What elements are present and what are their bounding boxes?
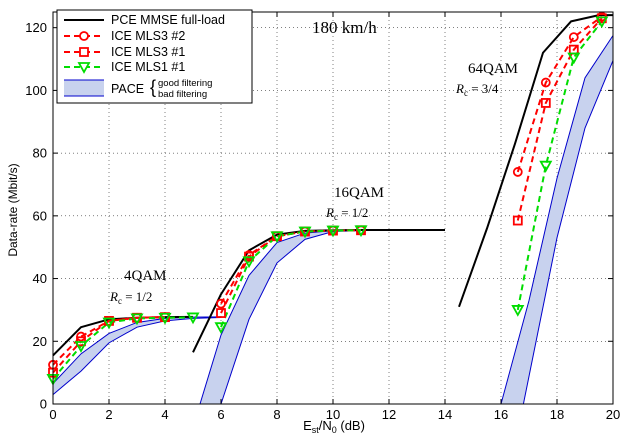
marker-ice1_1	[74, 341, 88, 353]
y-tick-label: 120	[25, 20, 47, 35]
marker-ice1_1	[242, 256, 256, 269]
x-tick-label: 2	[105, 407, 112, 422]
pace-band-area	[200, 230, 361, 404]
rc64-label: Rc = 3/4	[455, 81, 499, 98]
rc4-value: = 1/2	[122, 289, 152, 304]
marker-ice1_1	[354, 225, 368, 238]
marker-ice3_1	[216, 308, 226, 318]
rc4-sub: c	[118, 296, 122, 306]
y-tick-label: 100	[25, 83, 47, 98]
legend-label-pace-good: good filtering	[158, 78, 212, 89]
legend-label-ice3-1: ICE MLS3 #1	[111, 45, 185, 59]
axis-ticks: 0 2 4 6 8 10 12 14 16 18 20 0 20 40 60 80 100 120	[25, 12, 620, 422]
rc4-label: Rc = 1/2	[109, 289, 152, 306]
x-axis-label: Est/N0 (dB)	[303, 418, 365, 435]
x-axis-label-unit: (dB)	[337, 418, 365, 433]
y-tick-label: 80	[33, 146, 47, 161]
marker-ice1_1	[102, 317, 116, 330]
x-axis-label-n: /N	[319, 418, 332, 433]
x-tick-label: 4	[161, 407, 168, 422]
rc4-r: R	[109, 289, 118, 304]
marker-ice1_1	[567, 52, 581, 65]
x-tick-label: 12	[382, 407, 396, 422]
line-ice3_1	[52, 316, 166, 374]
rc16-label: Rc = 1/2	[325, 205, 368, 222]
legend-label-pace: PACE	[111, 82, 144, 96]
marker-ice1_1	[214, 322, 228, 335]
marker-ice1_1	[158, 312, 172, 325]
y-tick-label: 40	[33, 271, 47, 286]
legend-label-pace-bad: bad filtering	[158, 89, 207, 100]
legend: PCE MMSE full-load ICE MLS3 #2 ICE MLS3 …	[56, 9, 253, 104]
legend-swatch-pace	[64, 80, 104, 96]
marker-ice1_1	[298, 226, 312, 239]
rc64-value: = 3/4	[468, 81, 499, 96]
marker-ice3_1	[512, 215, 523, 226]
rc64-r: R	[455, 81, 464, 96]
series-markers	[46, 11, 609, 386]
x-axis-label-e: E	[303, 418, 312, 433]
marker-ice1_1	[539, 160, 553, 173]
pace-band-area	[53, 316, 221, 395]
x-tick-label: 8	[273, 407, 280, 422]
marker-ice1_1	[511, 305, 525, 317]
marker-ice2	[512, 167, 523, 177]
rc16-sub: c	[334, 212, 338, 222]
marker-ice3_1	[540, 98, 551, 108]
marker-ice2	[540, 77, 551, 88]
x-tick-label: 20	[606, 407, 620, 422]
pace-bands	[52, 35, 614, 405]
y-axis-label: Data-rate (Mbit/s)	[6, 163, 20, 256]
marker-ice1_1	[326, 225, 340, 238]
x-tick-label: 10	[326, 407, 340, 422]
line-ice3_1	[516, 17, 603, 221]
x-tick-label: 16	[494, 407, 508, 422]
qam4-label: 4QAM	[124, 268, 167, 284]
legend-label-pce: PCE MMSE full-load	[111, 13, 225, 27]
legend-marker-ice2	[79, 31, 89, 41]
rc16-value: = 1/2	[338, 205, 368, 220]
rc64-sub: c	[464, 88, 468, 98]
marker-ice2	[568, 32, 579, 42]
pace-good-filtering-line	[500, 35, 614, 405]
x-tick-label: 18	[550, 407, 564, 422]
marker-ice1_1	[595, 16, 609, 29]
line-ice2	[516, 15, 603, 173]
legend-label-ice1-1: ICE MLS1 #1	[111, 60, 185, 74]
legend-marker-ice3-1	[79, 47, 89, 57]
speed-annotation: 180 km/h	[312, 18, 377, 37]
pace-bad-filtering-line	[522, 60, 614, 405]
y-tick-label: 20	[33, 334, 47, 349]
marker-ice2	[216, 298, 226, 309]
line-ice1_1	[516, 20, 603, 311]
x-tick-label: 0	[49, 407, 56, 422]
legend-marker-ice1-1	[77, 62, 91, 74]
marker-ice1_1	[130, 313, 144, 326]
x-axis-label-sub-st: st	[312, 425, 320, 435]
qam64-label: 64QAM	[468, 61, 518, 77]
x-axis-label-sub-0: 0	[332, 425, 337, 435]
legend-brace-pace: {	[150, 77, 156, 97]
y-tick-label: 60	[33, 208, 47, 223]
rc16-r: R	[325, 205, 334, 220]
x-tick-label: 6	[217, 407, 224, 422]
marker-ice1_1	[186, 312, 200, 325]
line-pce	[458, 14, 613, 308]
qam16-label: 16QAM	[334, 185, 384, 201]
x-tick-label: 14	[438, 407, 452, 422]
marker-ice1_1	[270, 231, 284, 244]
legend-label-ice2: ICE MLS3 #2	[111, 29, 185, 43]
line-ice2	[52, 316, 166, 366]
y-tick-label: 0	[40, 397, 47, 412]
